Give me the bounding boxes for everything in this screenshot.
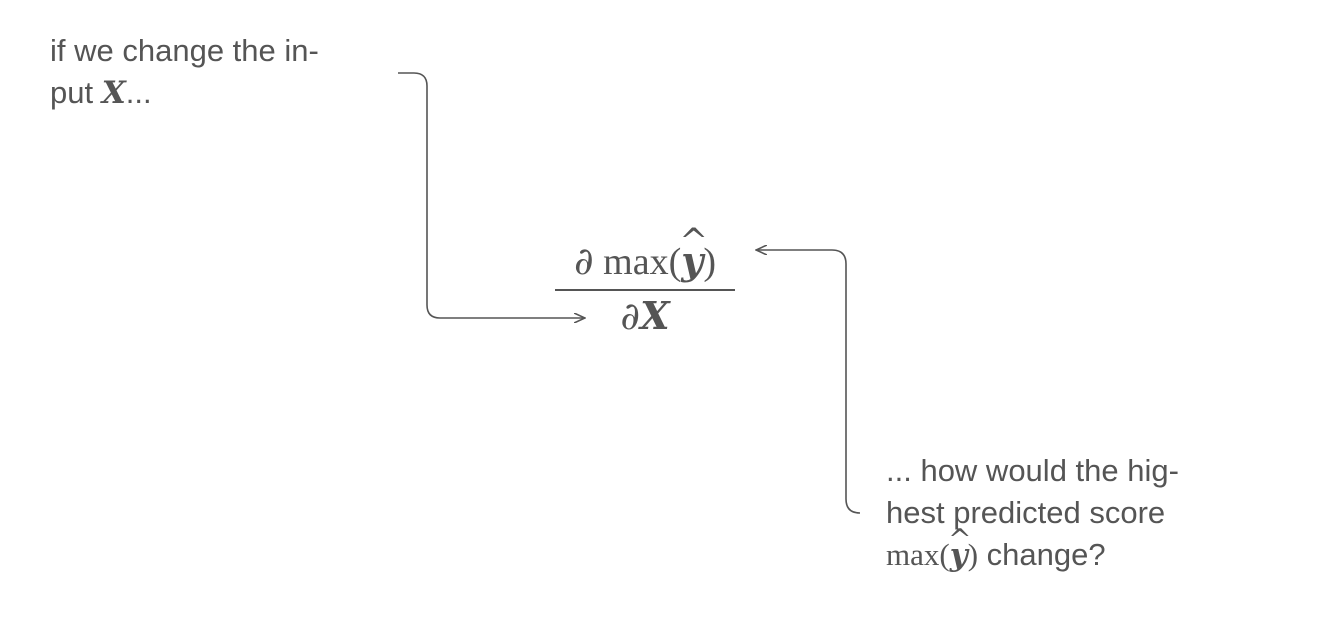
arrow-score-to-numerator (756, 250, 861, 514)
annotation-top-line-2: put X... (50, 72, 319, 114)
x-symbol-denominator: X (640, 293, 670, 338)
partial-symbol-denominator: ∂ (620, 294, 641, 338)
annotation-input-change: if we change the in- put X... (50, 30, 319, 114)
annotation-bottom-suffix: change? (978, 537, 1106, 572)
annotation-bottom-line-3: max(y) change? (886, 534, 1179, 576)
max-function-annotation: max( (886, 537, 950, 572)
annotation-top-prefix: put (50, 75, 102, 110)
y-hat-symbol-annotation: y (950, 534, 968, 576)
partial-symbol-numerator: ∂ (574, 239, 594, 283)
formula-denominator: ∂X (555, 291, 735, 342)
paren-close-annotation: ) (967, 537, 979, 572)
annotation-top-suffix: ... (125, 75, 152, 110)
annotation-bottom-line-1: ... how would the hig- (886, 453, 1179, 488)
formula-numerator: ∂ max(y) (555, 236, 735, 291)
annotation-score-change: ... how would the hig- hest predicted sc… (886, 450, 1179, 576)
input-symbol-x: X (101, 75, 126, 111)
y-hat-symbol-numerator: y (681, 236, 703, 286)
arrow-input-to-denominator (398, 72, 585, 318)
gradient-formula: ∂ max(y) ∂X (555, 236, 735, 342)
annotation-top-line-1: if we change the in- (50, 33, 319, 68)
annotation-bottom-line-2: hest predicted score (886, 495, 1166, 530)
max-function-numerator: max( (593, 241, 682, 283)
